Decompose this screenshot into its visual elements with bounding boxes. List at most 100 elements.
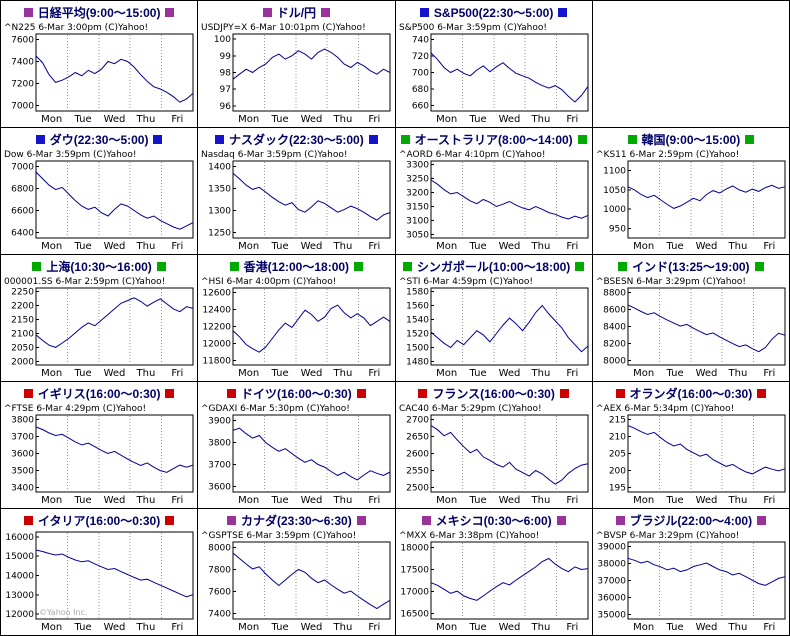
cell-mxx: メキシコ(0:30〜6:00) ^MXX 6-Mar 3:38pm (C)Yah… bbox=[395, 509, 593, 636]
price-line bbox=[430, 52, 588, 103]
x-axis-label: Tue bbox=[468, 495, 486, 506]
mini-chart-bsesn[interactable]: ^BSESN 6-Mar 3:29pm (C)Yahoo! 8000 8200 840… bbox=[594, 275, 788, 380]
market-title: 韓国(9:00〜15:00) bbox=[641, 132, 741, 147]
mini-chart-gsptse[interactable]: ^GSPTSE 6-Mar 3:59pm (C)Yahoo! 7400 7600 78… bbox=[199, 529, 393, 634]
y-axis-label: 6400 bbox=[11, 229, 34, 239]
x-axis-label: Thu bbox=[333, 368, 353, 379]
cell-empty bbox=[592, 1, 790, 128]
y-axis-label: 17000 bbox=[400, 588, 429, 598]
mini-chart-hsi[interactable]: ^HSI 6-Mar 4:00pm (C)Yahoo! 11800 12000 122… bbox=[199, 275, 393, 380]
x-axis-label: Mon bbox=[436, 622, 457, 633]
x-axis-label: Fri bbox=[566, 114, 578, 125]
marker-left-icon bbox=[35, 134, 45, 144]
y-axis-label: 2050 bbox=[11, 343, 34, 353]
plot-border bbox=[35, 33, 194, 112]
mini-chart-ks11[interactable]: ^KS11 6-Mar 2:59pm (C)Yahoo! 950 1000 1050 1… bbox=[594, 148, 788, 253]
price-line bbox=[232, 172, 391, 221]
y-axis-label: 12000 bbox=[203, 340, 232, 350]
x-axis-label: Mon bbox=[238, 622, 259, 633]
y-axis-label: 1480 bbox=[406, 358, 429, 368]
cell-gdaxi: ドイツ(16:00〜0:30) ^GDAXI 6-Mar 5:30pm (C)Y… bbox=[198, 382, 396, 509]
marker-left-icon bbox=[615, 515, 625, 525]
y-axis-label: 7600 bbox=[208, 588, 231, 598]
y-axis-label: 1050 bbox=[603, 186, 626, 196]
x-axis-label: Tue bbox=[74, 622, 92, 633]
y-axis-label: 14000 bbox=[5, 572, 34, 582]
marker-right-icon bbox=[354, 261, 364, 271]
x-axis-label: Fri bbox=[566, 368, 578, 379]
x-axis-label: Fri bbox=[566, 495, 578, 506]
marker-left-icon bbox=[227, 515, 237, 525]
mini-chart-gdaxi[interactable]: ^GDAXI 6-Mar 5:30pm (C)Yahoo! 3600 3700 380… bbox=[199, 402, 393, 507]
y-axis-label: 3700 bbox=[11, 432, 34, 442]
marker-right-icon bbox=[153, 134, 163, 144]
plot-border bbox=[430, 287, 588, 366]
market-title: イギリス(16:00〜0:30) bbox=[37, 386, 161, 401]
mini-chart-aord[interactable]: ^AORD 6-Mar 4:10pm (C)Yahoo! 3050 3100 3150… bbox=[397, 148, 591, 253]
ticker-caption: ^BVSP 6-Mar 3:29pm (C)Yahoo! bbox=[596, 531, 739, 541]
market-title: メキシコ(0:30〜6:00) bbox=[435, 513, 552, 528]
cell-header: 韓国(9:00〜15:00) bbox=[593, 128, 789, 147]
mini-chart-dow[interactable]: Dow 6-Mar 3:59pm (C)Yahoo! 6400 6600 6800 70… bbox=[2, 148, 196, 253]
ticker-caption: ^BSESN 6-Mar 3:29pm (C)Yahoo! bbox=[596, 277, 746, 287]
y-axis-label: 2100 bbox=[11, 329, 34, 339]
y-axis-label: 950 bbox=[609, 224, 626, 234]
x-axis-label: Fri bbox=[369, 114, 381, 125]
mini-chart-sp500[interactable]: S&P500 6-Mar 3:59pm (C)Yahoo! 660 680 700 72… bbox=[397, 21, 591, 126]
x-axis-label: Mon bbox=[41, 114, 62, 125]
mini-chart-shanghai[interactable]: 000001.SS 6-Mar 2:59pm (C)Yahoo! 2000 2050… bbox=[2, 275, 196, 380]
x-axis-label: Mon bbox=[238, 368, 259, 379]
cell-hsi: 香港(12:00〜18:00) ^HSI 6-Mar 4:00pm (C)Yah… bbox=[198, 255, 396, 382]
y-axis-label: 2200 bbox=[11, 302, 34, 312]
ticker-caption: CAC40 6-Mar 5:29pm (C)Yahoo! bbox=[399, 404, 542, 414]
y-axis-label: 18000 bbox=[400, 544, 429, 554]
cell-header: 香港(12:00〜18:00) bbox=[198, 255, 394, 274]
y-axis-label: 2600 bbox=[406, 450, 429, 460]
plot-border bbox=[232, 33, 391, 112]
x-axis-label: Fri bbox=[763, 368, 775, 379]
mini-chart-nasdaq[interactable]: Nasdaq 6-Mar 3:59pm (C)Yahoo! 1250 1300 135… bbox=[199, 148, 393, 253]
plot-border bbox=[232, 541, 391, 620]
plot-border bbox=[232, 160, 391, 239]
cell-nasdaq: ナスダック(22:30〜5:00) Nasdaq 6-Mar 3:59pm (C… bbox=[198, 128, 396, 255]
x-axis-label: Mon bbox=[633, 622, 654, 633]
x-axis-label: Thu bbox=[333, 495, 353, 506]
cell-shanghai: 上海(10:30〜16:00) 000001.SS 6-Mar 2:59pm (… bbox=[1, 255, 199, 382]
y-axis-label: 3250 bbox=[406, 175, 429, 185]
x-axis-label: Wed bbox=[104, 495, 126, 506]
plot-border bbox=[627, 160, 786, 239]
mini-chart-italy[interactable]: 12000 13000 14000 15000 16000 Mon Tue Wed Thu Fri… bbox=[2, 529, 196, 634]
x-axis-label: Fri bbox=[369, 495, 381, 506]
cell-header: 日経平均(9:00〜15:00) bbox=[1, 1, 197, 20]
mini-chart-cac40[interactable]: CAC40 6-Mar 5:29pm (C)Yahoo! 2500 2550 2600… bbox=[397, 402, 591, 507]
mini-chart-n225[interactable]: ^N225 6-Mar 3:00pm (C)Yahoo! 7000 7200 7400… bbox=[2, 21, 196, 126]
market-title: ナスダック(22:30〜5:00) bbox=[229, 132, 364, 147]
mini-chart-usdjpy[interactable]: USDJPY=X 6-Mar 10:01pm (C)Yahoo! 96 97 98 99… bbox=[199, 21, 393, 126]
y-axis-label: 38000 bbox=[597, 559, 626, 569]
x-axis-label: Thu bbox=[136, 495, 156, 506]
mini-chart-sti[interactable]: ^STI 6-Mar 4:59pm (C)Yahoo! 1480 1500 1520 1… bbox=[397, 275, 591, 380]
x-axis-label: Thu bbox=[727, 622, 747, 633]
mini-chart-bvsp[interactable]: ^BVSP 6-Mar 3:29pm (C)Yahoo! 35000 36000 37… bbox=[594, 529, 788, 634]
cell-header: ドル/円 bbox=[198, 1, 394, 20]
y-axis-label: 12200 bbox=[203, 323, 232, 333]
mini-chart-aex[interactable]: ^AEX 6-Mar 5:34pm (C)Yahoo! 195 200 205 210 2… bbox=[594, 402, 788, 507]
x-axis-label: Wed bbox=[498, 368, 520, 379]
cell-ftse: イギリス(16:00〜0:30) ^FTSE 6-Mar 4:29pm (C)Y… bbox=[1, 382, 199, 509]
x-axis-label: Tue bbox=[665, 622, 683, 633]
x-axis-label: Mon bbox=[633, 241, 654, 252]
marker-right-icon bbox=[757, 515, 767, 525]
y-axis-label: 36000 bbox=[597, 594, 626, 604]
cell-aex: オランダ(16:00〜0:30) ^AEX 6-Mar 5:34pm (C)Ya… bbox=[592, 382, 790, 509]
mini-chart-ftse[interactable]: ^FTSE 6-Mar 4:29pm (C)Yahoo! 3400 3500 3600… bbox=[2, 402, 196, 507]
y-axis-label: 660 bbox=[411, 101, 428, 111]
plot-border bbox=[35, 531, 194, 620]
y-axis-label: 1250 bbox=[208, 228, 231, 238]
price-line bbox=[35, 297, 194, 348]
x-axis-label: Fri bbox=[566, 241, 578, 252]
ticker-caption: ^FTSE 6-Mar 4:29pm (C)Yahoo! bbox=[4, 404, 146, 414]
plot-border bbox=[232, 287, 391, 366]
x-axis-label: Mon bbox=[436, 241, 457, 252]
mini-chart-mxx[interactable]: ^MXX 6-Mar 3:38pm (C)Yahoo! 16500 17000 175… bbox=[397, 529, 591, 634]
